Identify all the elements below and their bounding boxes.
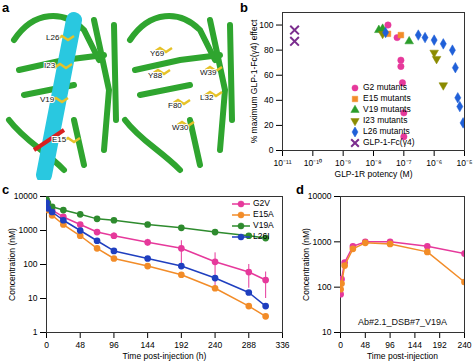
- svg-text:10000: 10000: [14, 191, 38, 201]
- svg-text:F80: F80: [168, 101, 182, 110]
- svg-text:% maximum GLP-1-Fc(γ4) effect: % maximum GLP-1-Fc(γ4) effect: [249, 19, 259, 143]
- svg-text:240: 240: [208, 340, 222, 350]
- svg-text:0: 0: [269, 145, 274, 155]
- html-text:E15 mutants: E15 mutants: [363, 93, 411, 103]
- svg-text:10⁻⁸: 10⁻⁸: [365, 158, 381, 168]
- html-text:b: b: [240, 0, 248, 15]
- svg-text:96: 96: [109, 340, 119, 350]
- html-text:GLP-1-Fc(γ4): GLP-1-Fc(γ4): [363, 137, 415, 147]
- svg-text:Y69: Y69: [150, 49, 165, 58]
- svg-text:V19: V19: [40, 95, 55, 104]
- svg-text:Time post-injection: Time post-injection: [367, 351, 438, 361]
- svg-text:80: 80: [264, 45, 274, 55]
- svg-text:48: 48: [361, 340, 371, 350]
- svg-text:40: 40: [264, 95, 274, 105]
- svg-text:288: 288: [242, 340, 256, 350]
- svg-text:L32: L32: [200, 93, 214, 102]
- svg-text:1000: 1000: [19, 225, 38, 235]
- svg-text:10⁻¹⁰: 10⁻¹⁰: [304, 158, 322, 168]
- html-text:L26 mutants: L26 mutants: [363, 126, 410, 136]
- html-text:c: c: [2, 182, 10, 197]
- svg-text:100: 100: [23, 259, 37, 269]
- svg-text:10⁻⁹: 10⁻⁹: [335, 158, 351, 168]
- svg-text:Ab#2.1_DSB#7_V19A: Ab#2.1_DSB#7_V19A: [358, 317, 447, 327]
- html-text:L26I: L26I: [253, 231, 270, 241]
- svg-text:100: 100: [259, 20, 273, 30]
- html-text:E15A: E15A: [253, 209, 274, 219]
- svg-text:W30: W30: [172, 123, 189, 132]
- html-text:a: a: [2, 0, 10, 15]
- svg-text:192: 192: [174, 340, 188, 350]
- svg-text:96: 96: [385, 340, 395, 350]
- html-text:G2 mutants: G2 mutants: [363, 82, 407, 92]
- svg-text:10000: 10000: [308, 191, 332, 201]
- svg-text:144: 144: [141, 340, 155, 350]
- svg-text:192: 192: [433, 340, 447, 350]
- svg-text:20: 20: [264, 120, 274, 130]
- svg-text:336: 336: [275, 340, 289, 350]
- svg-text:I23: I23: [44, 61, 56, 70]
- svg-text:L26: L26: [46, 33, 60, 42]
- html-text:V19 mutants: V19 mutants: [363, 104, 411, 114]
- svg-text:60: 60: [264, 70, 274, 80]
- svg-text:E15: E15: [52, 135, 67, 144]
- svg-text:10⁻⁷: 10⁻⁷: [396, 158, 412, 168]
- svg-text:Concentration (nM): Concentration (nM): [301, 228, 311, 301]
- html-text:V19A: V19A: [253, 220, 274, 230]
- svg-text:10⁻⁵: 10⁻⁵: [457, 158, 473, 168]
- svg-text:10⁻⁶: 10⁻⁶: [426, 158, 442, 168]
- svg-text:1000: 1000: [313, 237, 332, 247]
- html-text:G2V: G2V: [253, 198, 270, 208]
- svg-text:GLP-1R potency (M): GLP-1R potency (M): [335, 169, 413, 179]
- svg-text:100: 100: [317, 282, 331, 292]
- svg-text:10⁻¹¹: 10⁻¹¹: [273, 158, 291, 168]
- svg-text:Y88: Y88: [148, 71, 163, 80]
- svg-text:1: 1: [33, 327, 38, 337]
- svg-text:0: 0: [338, 340, 343, 350]
- svg-text:0: 0: [44, 340, 49, 350]
- svg-text:Concentration (nM): Concentration (nM): [7, 228, 17, 301]
- svg-text:Time post-injection (h): Time post-injection (h): [123, 351, 207, 361]
- html-text:d: d: [296, 182, 304, 197]
- svg-text:144: 144: [408, 340, 422, 350]
- svg-text:48: 48: [75, 340, 85, 350]
- html-text:I23 mutants: I23 mutants: [363, 115, 408, 125]
- svg-text:W39: W39: [200, 68, 217, 77]
- svg-text:240: 240: [457, 340, 471, 350]
- svg-text:10: 10: [28, 293, 38, 303]
- svg-text:10: 10: [322, 327, 332, 337]
